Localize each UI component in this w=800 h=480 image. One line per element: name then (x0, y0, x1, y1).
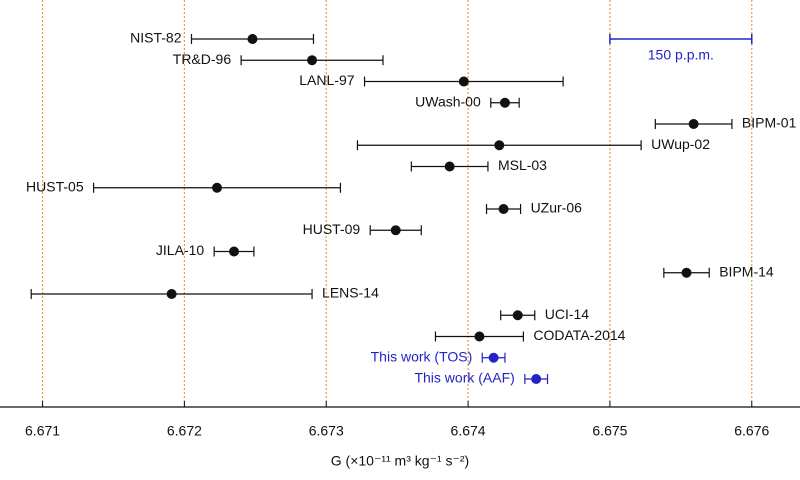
data-point (390, 225, 401, 236)
point-label: BIPM-01 (742, 115, 797, 131)
data-point (444, 161, 455, 172)
data-point (499, 97, 510, 108)
data-point (688, 119, 699, 129)
data-point (681, 267, 692, 278)
data-point (212, 182, 223, 193)
x-axis-label: G (×10⁻¹¹ m³ kg⁻¹ s⁻²) (331, 453, 469, 469)
point-label: UWash-00 (415, 93, 481, 109)
data-point (474, 331, 485, 342)
data-point (166, 289, 177, 299)
data-point (498, 204, 509, 214)
x-tick-label: 6.676 (734, 423, 769, 439)
point-label: This work (AAF) (414, 370, 514, 386)
data-point (512, 310, 523, 321)
data-point (531, 374, 542, 384)
x-tick-label: 6.675 (592, 423, 627, 439)
point-label: MSL-03 (498, 157, 547, 173)
data-point (247, 34, 258, 44)
data-point (307, 55, 318, 66)
data-point (488, 352, 499, 363)
scale-bar-label: 150 p.p.m. (648, 47, 714, 63)
point-label: UZur-06 (531, 200, 583, 216)
data-point (458, 76, 469, 87)
point-label: JILA-10 (156, 242, 204, 258)
point-label: LENS-14 (322, 285, 379, 301)
point-label: HUST-09 (303, 221, 361, 237)
point-label: UCI-14 (545, 306, 590, 322)
point-label: UWup-02 (651, 136, 710, 152)
point-label: This work (TOS) (371, 348, 473, 364)
point-label: TR&D-96 (173, 51, 232, 67)
point-label: LANL-97 (299, 72, 354, 88)
point-label: NIST-82 (130, 30, 182, 46)
point-label: BIPM-14 (719, 263, 774, 279)
data-point (229, 246, 240, 257)
x-tick-label: 6.673 (309, 423, 344, 439)
x-tick-label: 6.672 (167, 423, 202, 439)
x-tick-label: 6.671 (25, 423, 60, 439)
point-label: CODATA-2014 (533, 327, 625, 343)
point-label: HUST-05 (26, 178, 84, 194)
x-tick-label: 6.674 (451, 423, 486, 439)
data-point (494, 140, 505, 151)
